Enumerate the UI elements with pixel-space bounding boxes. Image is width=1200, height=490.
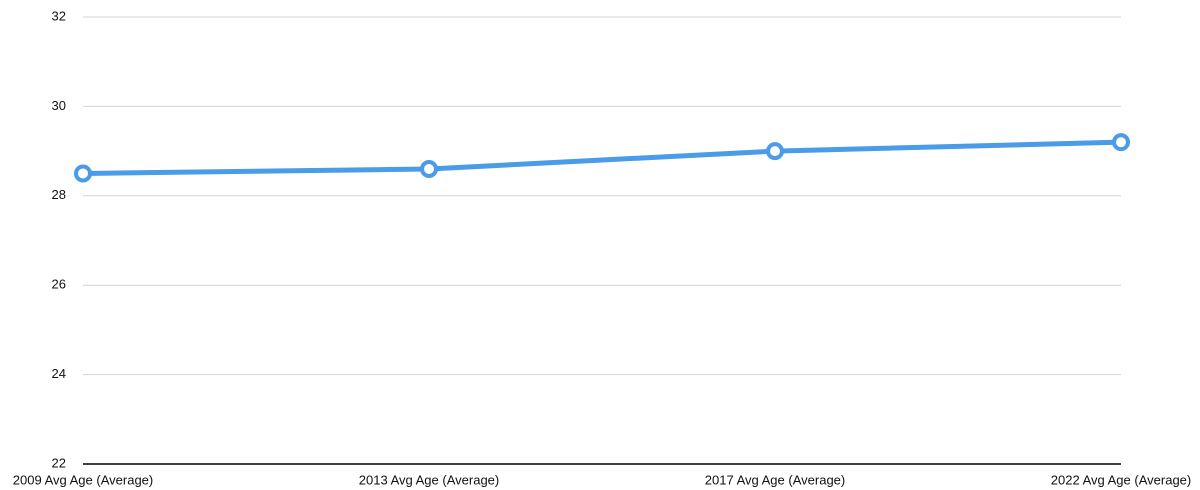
y-tick-label: 30 bbox=[52, 98, 66, 113]
y-tick-label: 28 bbox=[52, 187, 66, 202]
x-tick-label: 2022 Avg Age (Average) bbox=[1051, 472, 1191, 487]
marker bbox=[74, 164, 92, 183]
marker bbox=[1112, 133, 1130, 152]
line bbox=[82, 139, 1122, 176]
y-tick-label: 26 bbox=[52, 277, 66, 292]
y-tick-label: 22 bbox=[52, 455, 66, 470]
marker bbox=[766, 142, 784, 161]
x-tick-label: 2013 Avg Age (Average) bbox=[359, 472, 499, 487]
x-tick-label: 2017 Avg Age (Average) bbox=[705, 472, 845, 487]
y-tick-label: 32 bbox=[52, 8, 66, 23]
marker bbox=[420, 159, 438, 178]
x-tick-label: 2009 Avg Age (Average) bbox=[13, 472, 153, 487]
y-tick-label: 24 bbox=[52, 366, 66, 381]
